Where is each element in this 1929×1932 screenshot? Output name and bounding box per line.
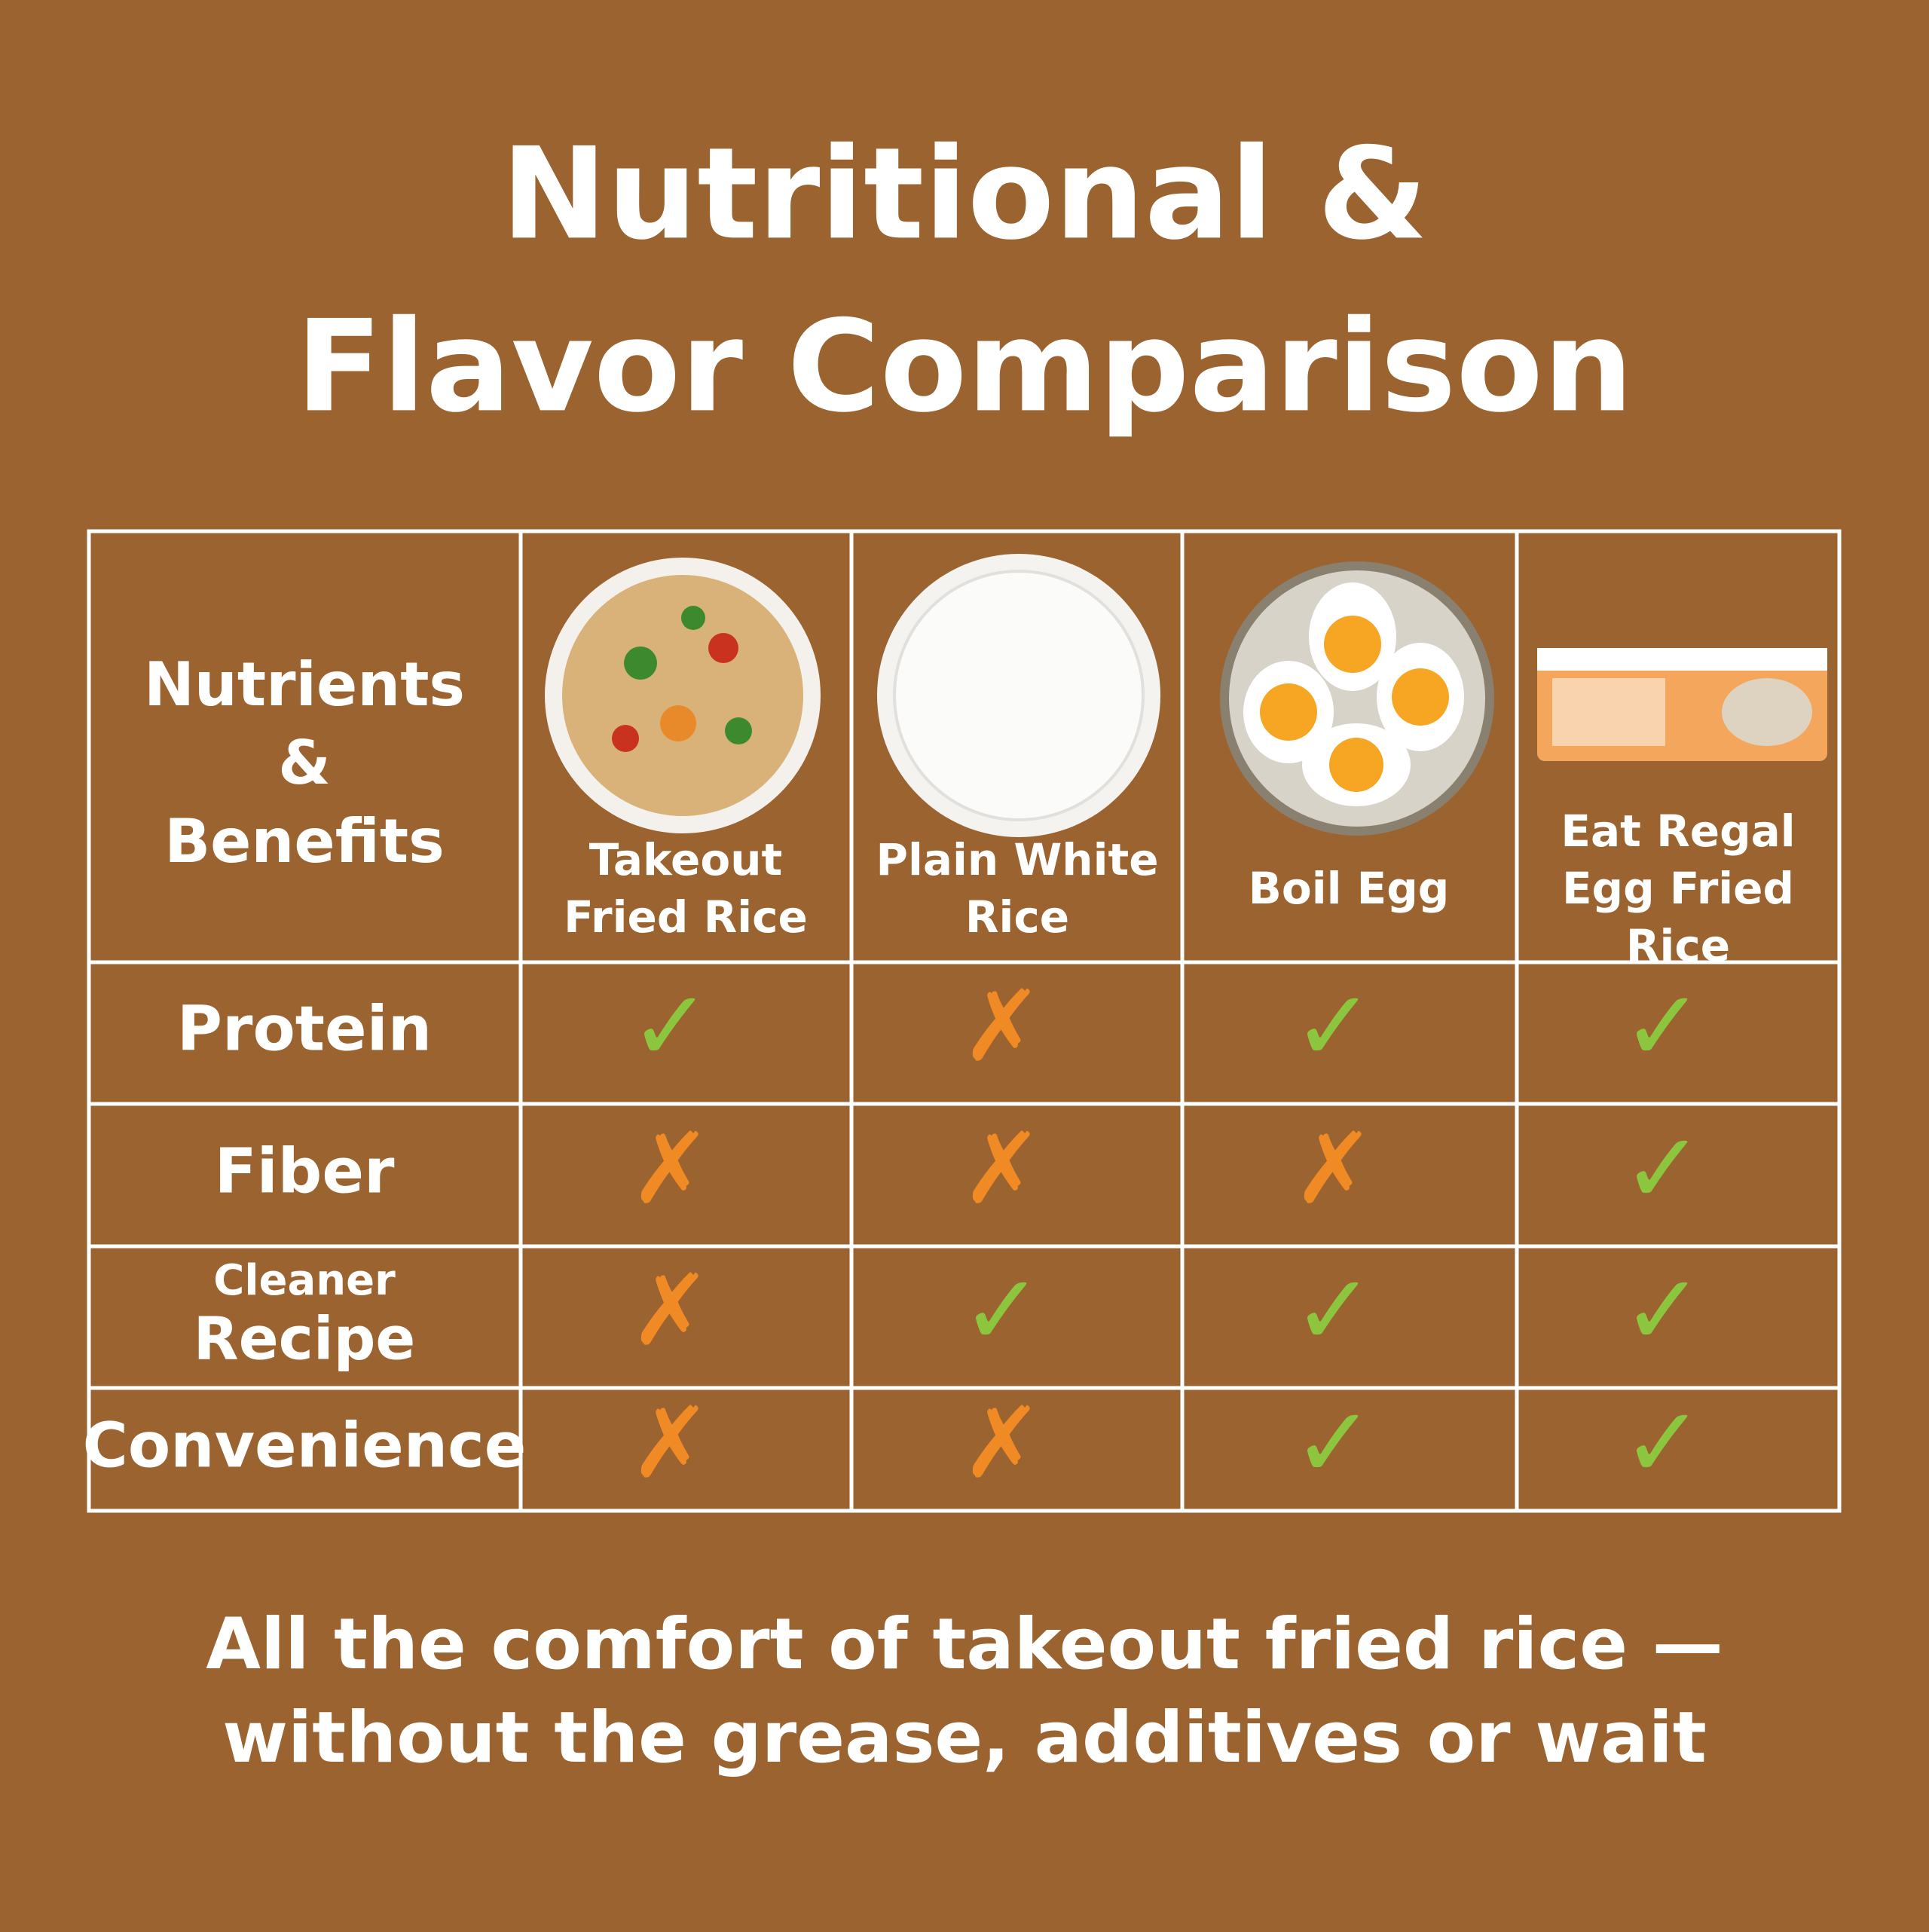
cell-mark: ✗	[630, 1386, 712, 1500]
row-label: Fiber	[215, 1136, 395, 1207]
footer-line: without the grease, additives or wait	[222, 1697, 1707, 1779]
row-label: Convenience	[83, 1410, 527, 1481]
cell-mark: ✗	[961, 1111, 1044, 1226]
white-rice-image	[877, 554, 1160, 837]
column-header: Fried Rice	[564, 891, 808, 943]
cell-mark: ✓	[1293, 969, 1375, 1084]
cell-mark: ✗	[630, 1111, 712, 1226]
title-line: Nutritional &	[501, 120, 1428, 267]
column-header: Takeout	[589, 834, 782, 885]
product-image	[1537, 648, 1827, 761]
cell-mark: ✓	[1622, 969, 1704, 1084]
row-label: Protein	[177, 993, 432, 1065]
cell-mark: ✗	[630, 1253, 712, 1368]
row-label: Cleaner	[213, 1256, 396, 1305]
footer-line: All the comfort of takeout fried rice —	[206, 1603, 1723, 1686]
column-header: Boil Egg	[1249, 863, 1450, 914]
cell-mark: ✗	[961, 1386, 1044, 1500]
column-header: Egg Fried	[1562, 863, 1794, 914]
column-header: Eat Regal	[1561, 806, 1795, 857]
title-line: Flavor Comparison	[296, 292, 1634, 440]
corner-header: Nutrients	[144, 650, 465, 720]
row-label: Recipe	[194, 1305, 416, 1373]
column-header: Rice	[965, 891, 1069, 943]
cell-mark: ✓	[1622, 1111, 1704, 1226]
table-grid	[87, 529, 1842, 1513]
cell-mark: ✗	[1293, 1111, 1375, 1226]
cell-mark: ✓	[630, 969, 712, 1084]
egg-image	[1220, 561, 1494, 836]
corner-header: &	[278, 728, 331, 798]
cell-mark: ✓	[1293, 1253, 1375, 1368]
cell-mark: ✓	[1622, 1253, 1704, 1368]
corner-header: Benefits	[164, 806, 445, 876]
column-header: Rice	[1626, 920, 1730, 971]
takeout-image	[545, 558, 821, 833]
cell-mark: ✓	[1622, 1386, 1704, 1500]
column-header: Plain White	[876, 834, 1158, 885]
cell-mark: ✓	[961, 1253, 1044, 1368]
cell-mark: ✓	[1293, 1386, 1375, 1500]
cell-mark: ✗	[961, 969, 1044, 1084]
